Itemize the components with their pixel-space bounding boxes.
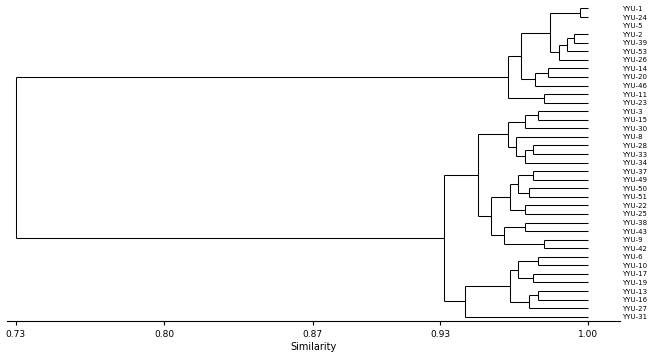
X-axis label: Similarity: Similarity xyxy=(290,342,337,352)
